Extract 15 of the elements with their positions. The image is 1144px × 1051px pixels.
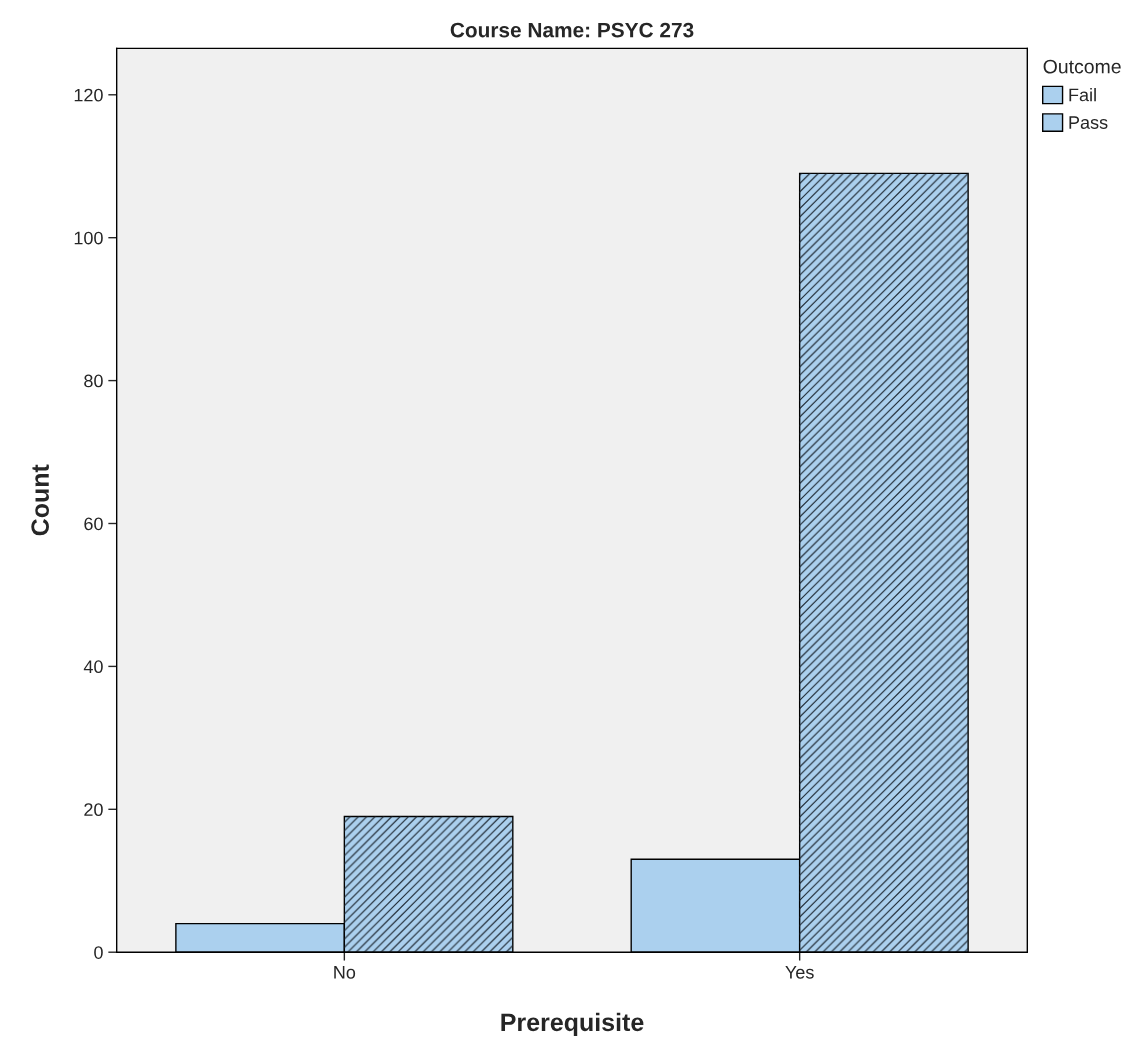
y-tick-label: 0 [94, 946, 103, 959]
y-tick-label: 20 [84, 803, 103, 817]
y-tick-label: 40 [83, 660, 103, 674]
legend-label: Fail [1069, 88, 1096, 102]
legend-title: Outcome [1043, 59, 1121, 74]
x-tick-label: Yes [785, 966, 814, 979]
y-axis-title: Count [31, 464, 49, 536]
chart-title: Course Name: PSYC 273 [450, 22, 694, 38]
y-tick-label: 80 [84, 374, 103, 388]
y-tick-label: 100 [74, 231, 103, 245]
x-axis-title: Prerequisite [501, 1012, 644, 1037]
y-tick-label: 60 [84, 517, 103, 531]
y-tick-label: 120 [74, 88, 103, 102]
legend-label: Pass [1069, 116, 1108, 129]
x-tick-label: No [334, 966, 356, 979]
